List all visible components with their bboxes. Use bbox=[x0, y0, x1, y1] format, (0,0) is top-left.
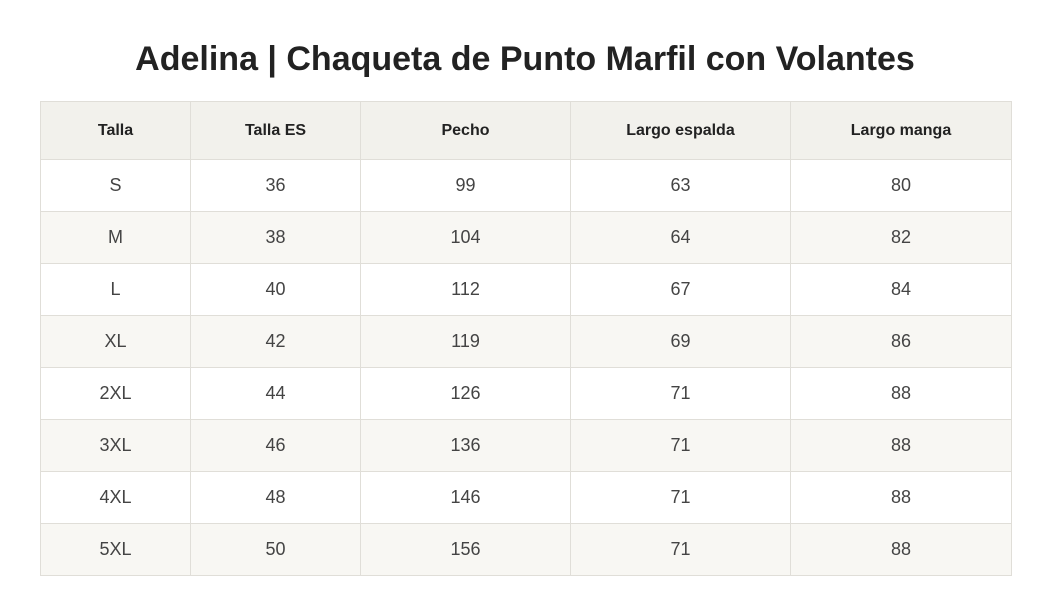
cell-talla: M bbox=[40, 211, 191, 264]
cell-largo-manga: 88 bbox=[790, 471, 1012, 524]
column-header-talla-es: Talla ES bbox=[190, 101, 361, 160]
cell-pecho: 119 bbox=[360, 315, 571, 368]
table-row: S 36 99 63 80 bbox=[40, 159, 1012, 212]
cell-largo-espalda: 69 bbox=[570, 315, 791, 368]
cell-pecho: 126 bbox=[360, 367, 571, 420]
page-title: Adelina | Chaqueta de Punto Marfil con V… bbox=[135, 40, 915, 78]
cell-talla: 5XL bbox=[40, 523, 191, 576]
cell-pecho: 146 bbox=[360, 471, 571, 524]
column-header-largo-manga: Largo manga bbox=[790, 101, 1012, 160]
cell-talla: 4XL bbox=[40, 471, 191, 524]
table-row: 3XL 46 136 71 88 bbox=[40, 419, 1012, 472]
cell-talla: L bbox=[40, 263, 191, 316]
size-chart-table: Talla Talla ES Pecho Largo espalda Largo… bbox=[40, 101, 1012, 576]
table-row: L 40 112 67 84 bbox=[40, 263, 1012, 316]
cell-largo-manga: 88 bbox=[790, 367, 1012, 420]
table-header: Talla Talla ES Pecho Largo espalda Largo… bbox=[40, 101, 1012, 160]
cell-largo-espalda: 71 bbox=[570, 523, 791, 576]
cell-talla-es: 36 bbox=[190, 159, 361, 212]
cell-talla: S bbox=[40, 159, 191, 212]
table-row: 5XL 50 156 71 88 bbox=[40, 523, 1012, 576]
cell-largo-espalda: 71 bbox=[570, 471, 791, 524]
cell-pecho: 99 bbox=[360, 159, 571, 212]
cell-largo-manga: 88 bbox=[790, 419, 1012, 472]
cell-talla-es: 38 bbox=[190, 211, 361, 264]
cell-talla-es: 48 bbox=[190, 471, 361, 524]
cell-largo-manga: 82 bbox=[790, 211, 1012, 264]
cell-talla: 3XL bbox=[40, 419, 191, 472]
cell-largo-manga: 80 bbox=[790, 159, 1012, 212]
cell-largo-manga: 86 bbox=[790, 315, 1012, 368]
table-row: XL 42 119 69 86 bbox=[40, 315, 1012, 368]
cell-talla-es: 40 bbox=[190, 263, 361, 316]
table-row: 4XL 48 146 71 88 bbox=[40, 471, 1012, 524]
cell-talla: 2XL bbox=[40, 367, 191, 420]
column-header-largo-espalda: Largo espalda bbox=[570, 101, 791, 160]
cell-largo-manga: 84 bbox=[790, 263, 1012, 316]
cell-largo-espalda: 64 bbox=[570, 211, 791, 264]
cell-largo-espalda: 71 bbox=[570, 367, 791, 420]
cell-talla-es: 46 bbox=[190, 419, 361, 472]
cell-largo-espalda: 63 bbox=[570, 159, 791, 212]
cell-largo-espalda: 71 bbox=[570, 419, 791, 472]
cell-pecho: 136 bbox=[360, 419, 571, 472]
cell-pecho: 112 bbox=[360, 263, 571, 316]
table-row: 2XL 44 126 71 88 bbox=[40, 367, 1012, 420]
cell-talla-es: 50 bbox=[190, 523, 361, 576]
column-header-pecho: Pecho bbox=[360, 101, 571, 160]
header-row: Talla Talla ES Pecho Largo espalda Largo… bbox=[40, 101, 1012, 160]
cell-talla-es: 42 bbox=[190, 315, 361, 368]
cell-talla-es: 44 bbox=[190, 367, 361, 420]
table-body: S 36 99 63 80 M 38 104 64 82 L 40 112 67… bbox=[40, 159, 1012, 576]
cell-largo-espalda: 67 bbox=[570, 263, 791, 316]
column-header-talla: Talla bbox=[40, 101, 191, 160]
table-row: M 38 104 64 82 bbox=[40, 211, 1012, 264]
cell-pecho: 104 bbox=[360, 211, 571, 264]
cell-largo-manga: 88 bbox=[790, 523, 1012, 576]
cell-pecho: 156 bbox=[360, 523, 571, 576]
cell-talla: XL bbox=[40, 315, 191, 368]
